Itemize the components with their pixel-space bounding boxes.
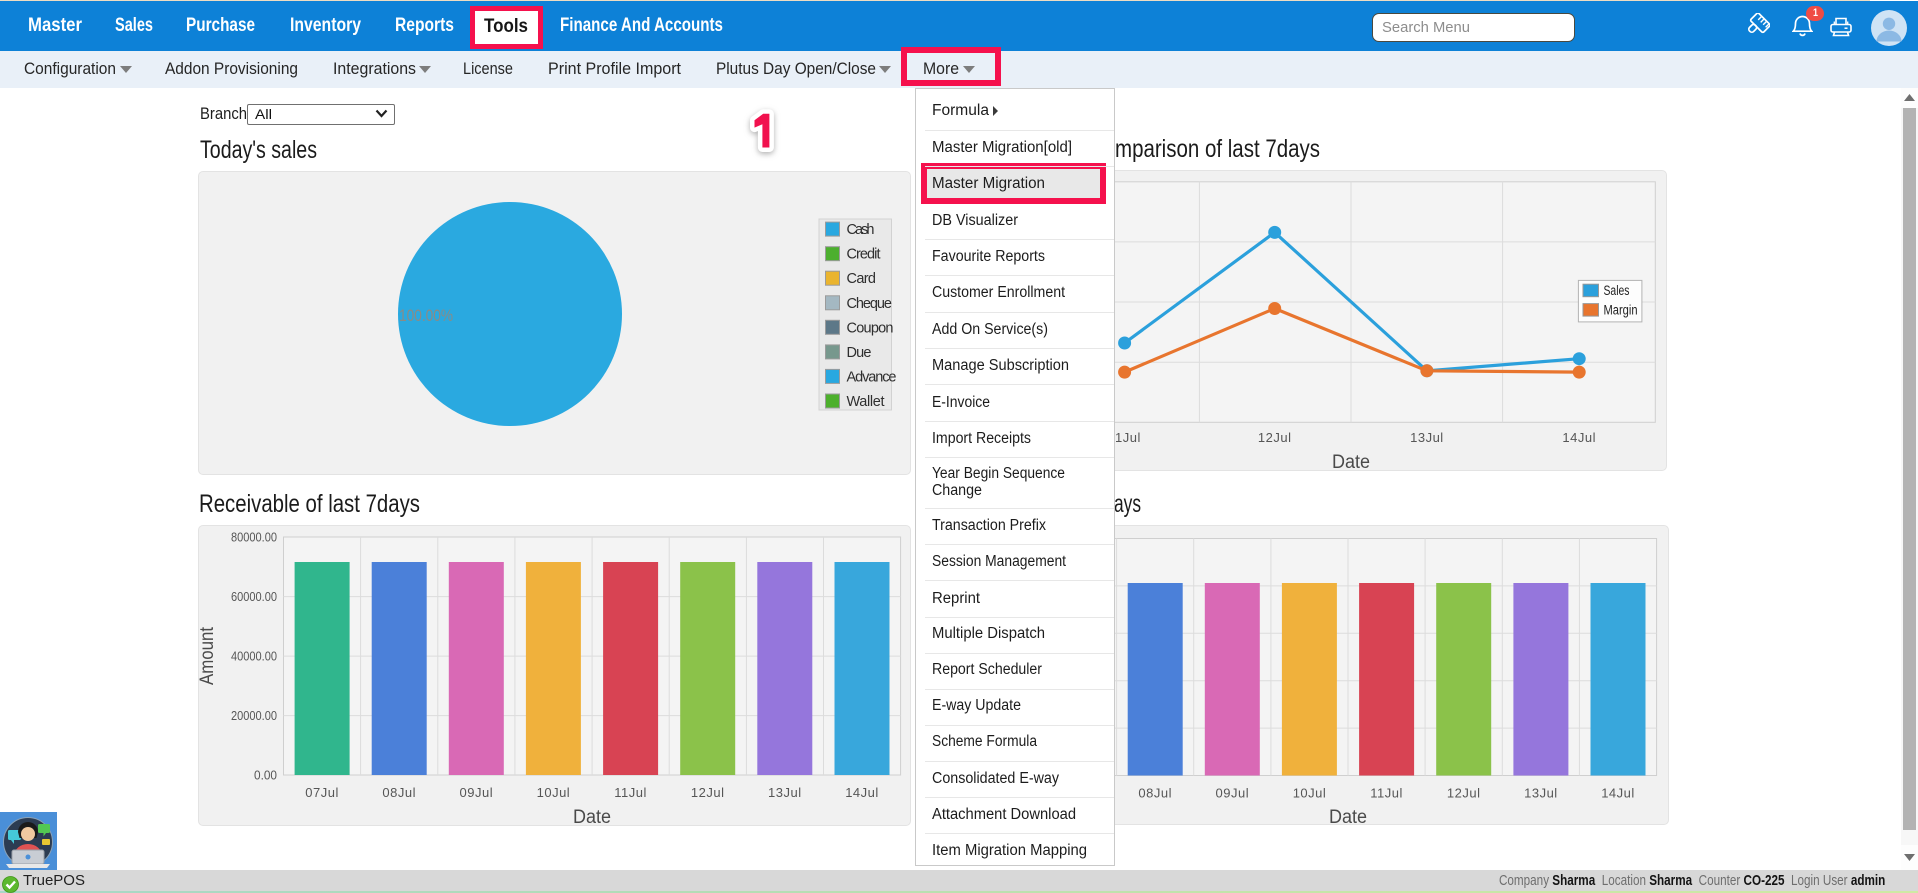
svg-text:0.00: 0.00 bbox=[254, 768, 277, 783]
svg-text:13Jul: 13Jul bbox=[768, 785, 802, 800]
svg-text:20000.00: 20000.00 bbox=[231, 708, 277, 723]
svg-text:Date: Date bbox=[573, 807, 611, 828]
svg-text:Margin: Margin bbox=[1604, 302, 1638, 317]
svg-text:Due: Due bbox=[847, 345, 872, 361]
svg-text:14Jul: 14Jul bbox=[1562, 430, 1596, 445]
svg-text:13Jul: 13Jul bbox=[1410, 430, 1444, 445]
svg-text:Date: Date bbox=[1332, 452, 1370, 473]
svg-text:Card: Card bbox=[847, 271, 877, 287]
svg-text:14Jul: 14Jul bbox=[1601, 786, 1635, 801]
svg-text:12Jul: 12Jul bbox=[1447, 786, 1481, 801]
svg-text:Amount: Amount bbox=[197, 626, 218, 685]
svg-text:12Jul: 12Jul bbox=[1258, 430, 1292, 445]
svg-text:09Jul: 09Jul bbox=[1216, 786, 1250, 801]
svg-text:60000.00: 60000.00 bbox=[231, 589, 277, 604]
svg-text:09Jul: 09Jul bbox=[460, 785, 494, 800]
svg-text:12Jul: 12Jul bbox=[691, 785, 725, 800]
svg-text:Sales: Sales bbox=[1604, 283, 1630, 298]
svg-text:11Jul: 11Jul bbox=[614, 785, 647, 800]
svg-text:11Jul: 11Jul bbox=[1370, 786, 1403, 801]
svg-text:100.00%: 100.00% bbox=[399, 306, 453, 325]
svg-text:Wallet: Wallet bbox=[847, 394, 885, 410]
svg-text:10Jul: 10Jul bbox=[537, 785, 571, 800]
svg-text:Cheque: Cheque bbox=[847, 296, 893, 312]
svg-text:Credit: Credit bbox=[847, 247, 881, 263]
svg-text:08Jul: 08Jul bbox=[1138, 786, 1172, 801]
svg-text:07Jul: 07Jul bbox=[305, 785, 339, 800]
svg-text:13Jul: 13Jul bbox=[1524, 786, 1558, 801]
svg-text:10Jul: 10Jul bbox=[1293, 786, 1327, 801]
svg-text:Advance: Advance bbox=[847, 369, 897, 385]
svg-text:80000.00: 80000.00 bbox=[231, 530, 277, 545]
svg-text:08Jul: 08Jul bbox=[382, 785, 416, 800]
svg-text:Cash: Cash bbox=[847, 222, 875, 238]
svg-text:Coupon: Coupon bbox=[847, 320, 894, 336]
svg-text:11Jul: 11Jul bbox=[1108, 430, 1141, 445]
svg-text:Date: Date bbox=[1329, 807, 1367, 828]
svg-text:14Jul: 14Jul bbox=[845, 785, 879, 800]
svg-text:40000.00: 40000.00 bbox=[231, 649, 277, 664]
